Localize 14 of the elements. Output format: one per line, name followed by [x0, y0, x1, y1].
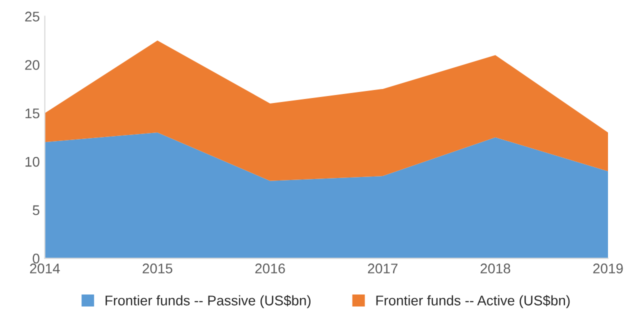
y-tick-label: 5 [32, 205, 40, 216]
x-tick-label: 2017 [368, 264, 398, 274]
legend-label: Frontier funds -- Passive (US$bn) [106, 295, 311, 308]
y-tick-label: 20 [25, 60, 40, 70]
y-tick-label: 0 [32, 254, 40, 264]
legend-label: Frontier funds -- Active (US$bn) [376, 295, 570, 308]
x-tick-label: 2014 [30, 264, 60, 274]
x-tick-label: 2019 [593, 264, 623, 274]
y-tick-label: 10 [26, 156, 40, 167]
x-tick-label: 2018 [480, 264, 510, 274]
y-tick-label: 25 [25, 12, 40, 22]
x-tick-label: 2016 [255, 264, 285, 274]
y-tick-label: 15 [26, 108, 40, 118]
x-tick-label: 2015 [142, 264, 172, 274]
